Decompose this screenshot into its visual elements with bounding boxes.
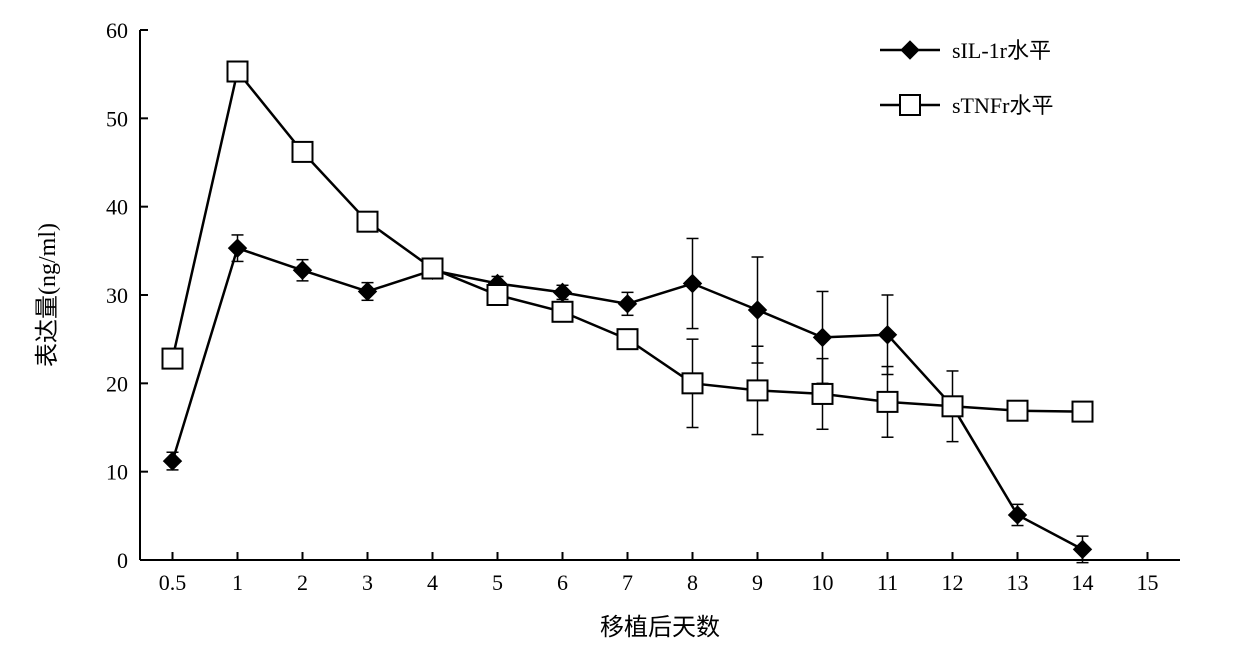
x-tick-label: 3 <box>362 570 373 595</box>
legend-label: sIL-1r水平 <box>952 38 1051 63</box>
chart-container: 01020304050600.5123456789101112131415移植后… <box>0 0 1235 669</box>
x-tick-label: 10 <box>812 570 834 595</box>
y-tick-label: 20 <box>106 371 128 396</box>
legend-item: sTNFr水平 <box>880 93 1053 118</box>
x-tick-label: 14 <box>1072 570 1094 595</box>
y-tick-label: 10 <box>106 460 128 485</box>
x-tick-label: 7 <box>622 570 633 595</box>
legend-item: sIL-1r水平 <box>880 38 1051 63</box>
y-tick-label: 40 <box>106 195 128 220</box>
x-tick-label: 2 <box>297 570 308 595</box>
legend-label: sTNFr水平 <box>952 93 1053 118</box>
x-tick-label: 12 <box>942 570 964 595</box>
x-tick-label: 4 <box>427 570 438 595</box>
x-tick-label: 1 <box>232 570 243 595</box>
x-tick-label: 8 <box>687 570 698 595</box>
x-tick-label: 13 <box>1007 570 1029 595</box>
x-tick-label: 11 <box>877 570 898 595</box>
y-tick-label: 50 <box>106 106 128 131</box>
y-axis-label: 表达量(ng/ml) <box>34 223 61 367</box>
x-tick-label: 15 <box>1137 570 1159 595</box>
x-tick-label: 6 <box>557 570 568 595</box>
x-tick-label: 9 <box>752 570 763 595</box>
y-tick-label: 60 <box>106 18 128 43</box>
y-tick-label: 0 <box>117 548 128 573</box>
y-tick-label: 30 <box>106 283 128 308</box>
x-tick-label: 0.5 <box>159 570 187 595</box>
x-tick-label: 5 <box>492 570 503 595</box>
x-axis-label: 移植后天数 <box>600 614 720 641</box>
line-chart: 01020304050600.5123456789101112131415移植后… <box>0 0 1235 669</box>
